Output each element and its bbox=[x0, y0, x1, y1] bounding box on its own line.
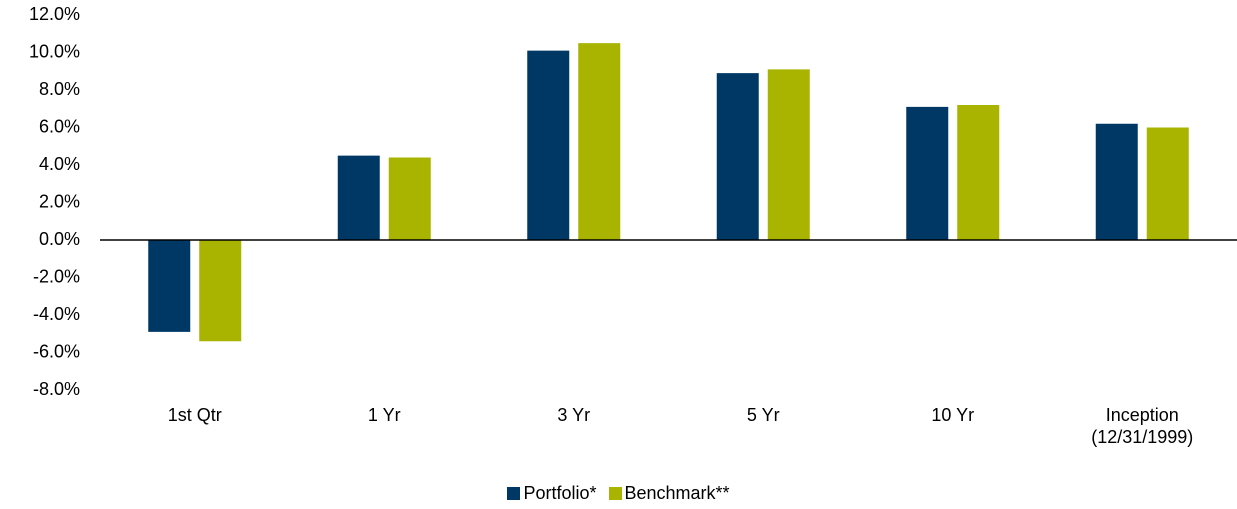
x-tick-label: Inception (12/31/1999) bbox=[1091, 405, 1194, 447]
bar bbox=[906, 106, 949, 240]
bar bbox=[388, 157, 431, 240]
bar bbox=[148, 240, 191, 332]
x-tick-label: 1st Qtr bbox=[167, 405, 222, 425]
y-tick-label: 6.0% bbox=[39, 116, 80, 136]
bar bbox=[578, 43, 621, 240]
bar bbox=[957, 105, 1000, 240]
x-tick-label: 1 Yr bbox=[367, 405, 401, 425]
y-tick-label: 4.0% bbox=[39, 154, 80, 174]
bar bbox=[527, 50, 570, 240]
bar bbox=[767, 69, 810, 240]
x-tick-label: 3 Yr bbox=[557, 405, 591, 425]
bar bbox=[199, 240, 242, 342]
y-tick-label: 8.0% bbox=[39, 79, 80, 99]
y-tick-label: -6.0% bbox=[33, 341, 80, 361]
y-tick-label: 0.0% bbox=[39, 229, 80, 249]
bar bbox=[1146, 127, 1189, 240]
y-tick-label: 2.0% bbox=[39, 191, 80, 211]
y-tick-label: -2.0% bbox=[33, 266, 80, 286]
x-tick-label: 10 Yr bbox=[931, 405, 975, 425]
legend-item: Benchmark** bbox=[608, 483, 730, 504]
bar bbox=[1095, 123, 1138, 240]
legend-item: Portfolio* bbox=[507, 483, 597, 504]
legend: Portfolio* Benchmark** bbox=[0, 483, 1237, 504]
bar bbox=[337, 155, 380, 240]
y-tick-label: 10.0% bbox=[29, 41, 80, 61]
legend-label: Portfolio* bbox=[523, 483, 597, 503]
y-tick-label: -8.0% bbox=[33, 379, 80, 399]
bar bbox=[716, 73, 759, 240]
legend-swatch bbox=[507, 487, 521, 500]
legend-swatch bbox=[608, 487, 622, 500]
y-tick-label: 12.0% bbox=[29, 4, 80, 24]
legend-label: Benchmark** bbox=[624, 483, 730, 503]
y-tick-label: -4.0% bbox=[33, 304, 80, 324]
x-tick-label: 5 Yr bbox=[746, 405, 780, 425]
